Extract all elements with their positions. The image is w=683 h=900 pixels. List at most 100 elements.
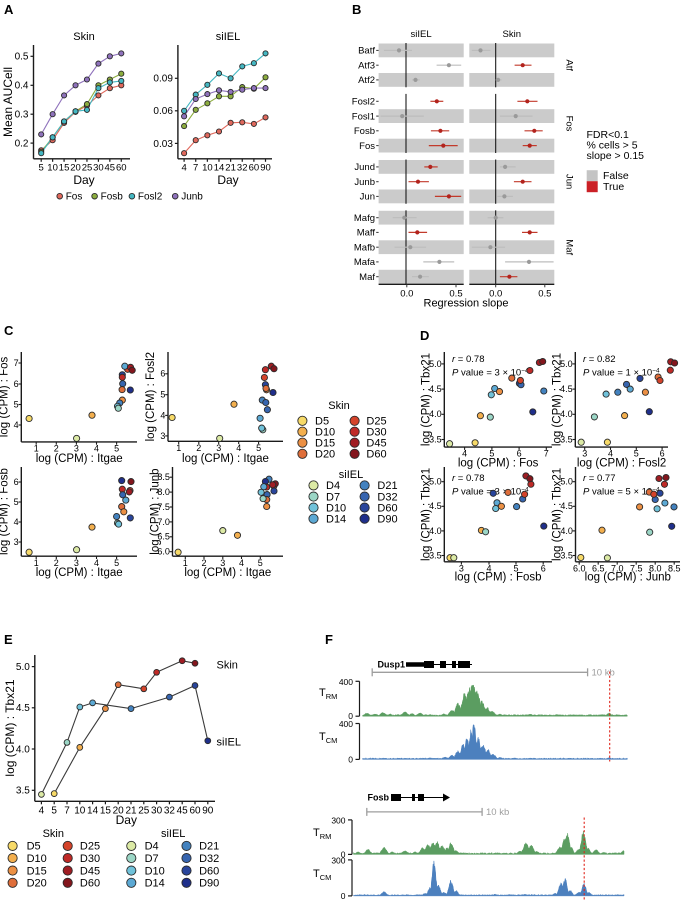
- svg-text:D45: D45: [80, 865, 100, 877]
- svg-text:5.0: 5.0: [16, 662, 30, 673]
- svg-text:D30: D30: [366, 427, 386, 439]
- svg-text:D10: D10: [315, 427, 335, 439]
- svg-text:P value = 3 × 10−4: P value = 3 × 10−4: [452, 368, 529, 379]
- svg-text:D90: D90: [199, 878, 219, 890]
- svg-text:Maf: Maf: [564, 239, 575, 255]
- svg-text:Fosl1: Fosl1: [352, 111, 375, 122]
- svg-text:14: 14: [87, 806, 99, 817]
- svg-text:Atf2: Atf2: [358, 75, 375, 86]
- svg-text:300: 300: [331, 855, 345, 865]
- svg-text:log (CPM) : Fos: log (CPM) : Fos: [0, 356, 10, 437]
- svg-text:4: 4: [94, 444, 99, 454]
- svg-text:1: 1: [183, 558, 188, 568]
- svg-text:4: 4: [608, 449, 613, 459]
- svg-text:0: 0: [348, 711, 353, 721]
- svg-text:Junb: Junb: [354, 177, 375, 188]
- svg-text:Fos: Fos: [66, 192, 83, 203]
- svg-text:400: 400: [339, 677, 353, 687]
- svg-text:5.0: 5.0: [560, 477, 573, 487]
- svg-text:D4: D4: [145, 841, 159, 853]
- svg-text:8.5: 8.5: [668, 563, 681, 573]
- svg-text:20: 20: [70, 163, 81, 174]
- svg-text:6.5: 6.5: [157, 532, 170, 542]
- svg-text:4.0: 4.0: [429, 409, 442, 419]
- svg-text:0.4: 0.4: [15, 81, 29, 92]
- svg-text:6.0: 6.0: [573, 563, 586, 573]
- svg-text:0: 0: [341, 891, 346, 900]
- svg-text:5: 5: [634, 449, 639, 459]
- svg-text:slope > 0.15: slope > 0.15: [587, 150, 645, 162]
- svg-text:3: 3: [160, 431, 165, 441]
- svg-text:3: 3: [220, 558, 225, 568]
- svg-text:D10: D10: [27, 853, 47, 865]
- svg-text:FDR<0.1: FDR<0.1: [587, 129, 629, 141]
- svg-text:B: B: [352, 2, 361, 17]
- svg-text:D20: D20: [315, 449, 335, 461]
- svg-text:3.5: 3.5: [429, 434, 442, 444]
- svg-text:A: A: [4, 2, 14, 17]
- svg-text:5: 5: [39, 163, 44, 174]
- svg-text:4.0: 4.0: [560, 526, 573, 536]
- svg-text:4: 4: [39, 806, 45, 817]
- svg-text:True: True: [603, 181, 624, 193]
- svg-text:10: 10: [74, 806, 86, 817]
- svg-text:log (CPM) : Fosl2: log (CPM) : Fosl2: [577, 457, 666, 469]
- svg-text:5: 5: [160, 390, 165, 400]
- svg-text:log (CPM) : Tbx21: log (CPM) : Tbx21: [552, 468, 564, 561]
- svg-text:0.09: 0.09: [153, 74, 173, 85]
- svg-text:2: 2: [196, 443, 201, 453]
- svg-text:0.5: 0.5: [538, 289, 551, 300]
- svg-text:3: 3: [582, 449, 587, 459]
- svg-text:log (CPM) : Fos: log (CPM) : Fos: [458, 457, 539, 469]
- svg-text:D5: D5: [27, 841, 41, 853]
- svg-text:6: 6: [160, 369, 165, 379]
- svg-text:D10: D10: [326, 502, 346, 514]
- svg-text:Atf: Atf: [564, 59, 575, 71]
- svg-text:Mafb: Mafb: [354, 242, 375, 253]
- svg-text:Fosb: Fosb: [368, 793, 390, 803]
- svg-text:log (CPM) : Tbx21: log (CPM) : Tbx21: [3, 679, 17, 776]
- svg-text:r = 0.77: r = 0.77: [583, 473, 616, 484]
- svg-text:3.5: 3.5: [429, 550, 442, 560]
- svg-text:Regression slope: Regression slope: [424, 298, 509, 310]
- svg-text:3: 3: [216, 443, 221, 453]
- svg-text:4: 4: [14, 420, 19, 430]
- svg-text:1: 1: [34, 558, 39, 568]
- svg-text:4.0: 4.0: [16, 744, 30, 755]
- svg-text:3: 3: [74, 444, 79, 454]
- svg-text:D5: D5: [315, 416, 329, 428]
- svg-text:2: 2: [54, 444, 59, 454]
- svg-text:Mean AUCell: Mean AUCell: [1, 67, 15, 137]
- svg-text:6: 6: [660, 449, 665, 459]
- svg-text:D25: D25: [80, 841, 100, 853]
- svg-text:E: E: [4, 632, 13, 647]
- svg-text:Mafa: Mafa: [354, 257, 376, 268]
- svg-text:D14: D14: [145, 878, 165, 890]
- svg-text:D60: D60: [377, 502, 397, 514]
- svg-text:False: False: [603, 170, 629, 182]
- svg-text:Atf3: Atf3: [358, 60, 375, 71]
- svg-text:60: 60: [189, 806, 201, 817]
- svg-text:Jund: Jund: [354, 162, 375, 173]
- svg-text:1: 1: [34, 444, 39, 454]
- svg-text:25: 25: [82, 163, 93, 174]
- svg-text:3: 3: [459, 563, 464, 573]
- svg-text:4.5: 4.5: [560, 501, 573, 511]
- svg-text:7: 7: [544, 449, 549, 459]
- svg-text:D25: D25: [366, 416, 386, 428]
- svg-text:5: 5: [489, 449, 494, 459]
- svg-text:400: 400: [339, 719, 353, 729]
- svg-text:60: 60: [249, 163, 260, 174]
- svg-text:Junb: Junb: [181, 192, 203, 203]
- svg-text:0.0: 0.0: [489, 289, 502, 300]
- svg-text:0.06: 0.06: [153, 106, 173, 117]
- svg-text:30: 30: [151, 806, 163, 817]
- svg-text:Maf: Maf: [359, 272, 375, 283]
- svg-text:D7: D7: [145, 853, 159, 865]
- svg-text:4: 4: [94, 558, 99, 568]
- svg-text:log (CPM) : Itgae: log (CPM) : Itgae: [184, 567, 271, 579]
- svg-text:4.5: 4.5: [429, 501, 442, 511]
- svg-text:7.0: 7.0: [157, 517, 170, 527]
- svg-text:C: C: [4, 323, 14, 338]
- svg-text:D7: D7: [326, 491, 340, 503]
